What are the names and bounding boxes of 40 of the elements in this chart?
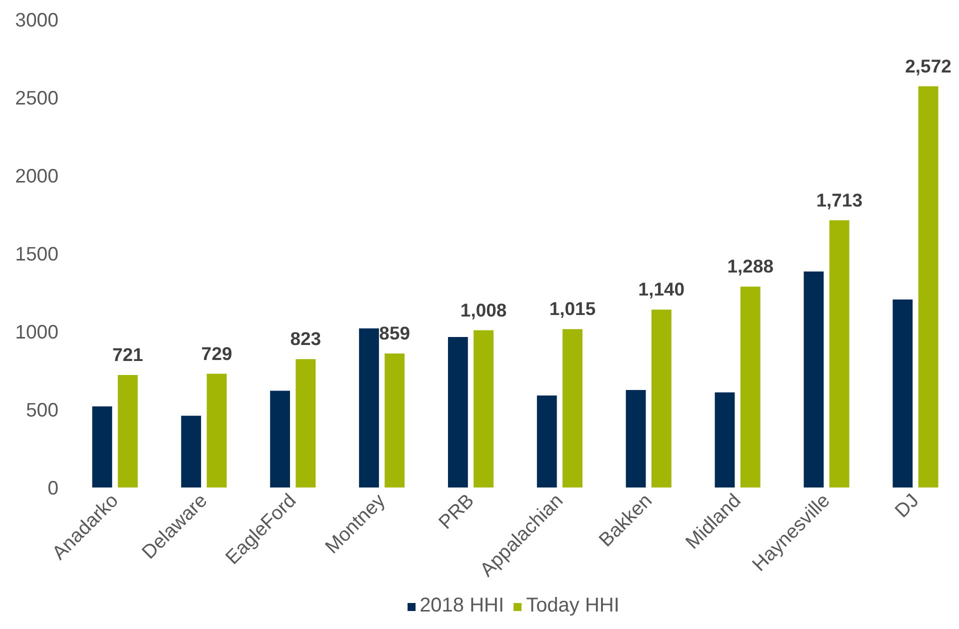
bar xyxy=(296,359,316,488)
bar xyxy=(829,220,850,488)
data-label: 1,015 xyxy=(549,298,596,320)
data-label: 823 xyxy=(290,328,322,350)
data-label: 1,288 xyxy=(727,256,774,277)
y-tick-label: 1000 xyxy=(15,322,59,344)
data-label: 859 xyxy=(379,322,410,344)
bar xyxy=(536,395,557,488)
y-tick-label: 500 xyxy=(26,400,59,422)
bar xyxy=(118,375,138,488)
bar xyxy=(270,390,290,488)
bar xyxy=(918,86,938,488)
x-tick-label: DJ xyxy=(890,490,924,522)
bar xyxy=(92,406,112,488)
bar xyxy=(206,374,227,488)
bar xyxy=(804,271,824,488)
data-label: 2,572 xyxy=(905,55,952,76)
y-tick-label: 3000 xyxy=(15,10,59,32)
bar xyxy=(384,353,405,488)
bar xyxy=(181,416,202,488)
bar xyxy=(892,300,913,488)
bar xyxy=(359,328,379,488)
bar xyxy=(714,392,735,488)
bar xyxy=(651,310,672,488)
legend-label: Today HHI xyxy=(526,594,620,618)
bar xyxy=(740,286,760,488)
data-label: 1,140 xyxy=(638,278,685,300)
bar xyxy=(626,390,646,488)
data-label: 1,713 xyxy=(816,189,862,210)
y-tick-label: 2000 xyxy=(15,166,59,188)
data-label: 1,008 xyxy=(460,299,507,320)
y-tick-label: 2500 xyxy=(15,88,59,110)
bar xyxy=(448,336,468,488)
y-tick-label: 1500 xyxy=(15,244,59,266)
legend-label: 2018 HHI xyxy=(420,594,504,618)
data-label: 721 xyxy=(112,344,144,366)
bar xyxy=(562,329,582,488)
data-label: 729 xyxy=(201,342,232,364)
bar xyxy=(474,330,494,488)
y-tick-label: 0 xyxy=(48,478,59,500)
